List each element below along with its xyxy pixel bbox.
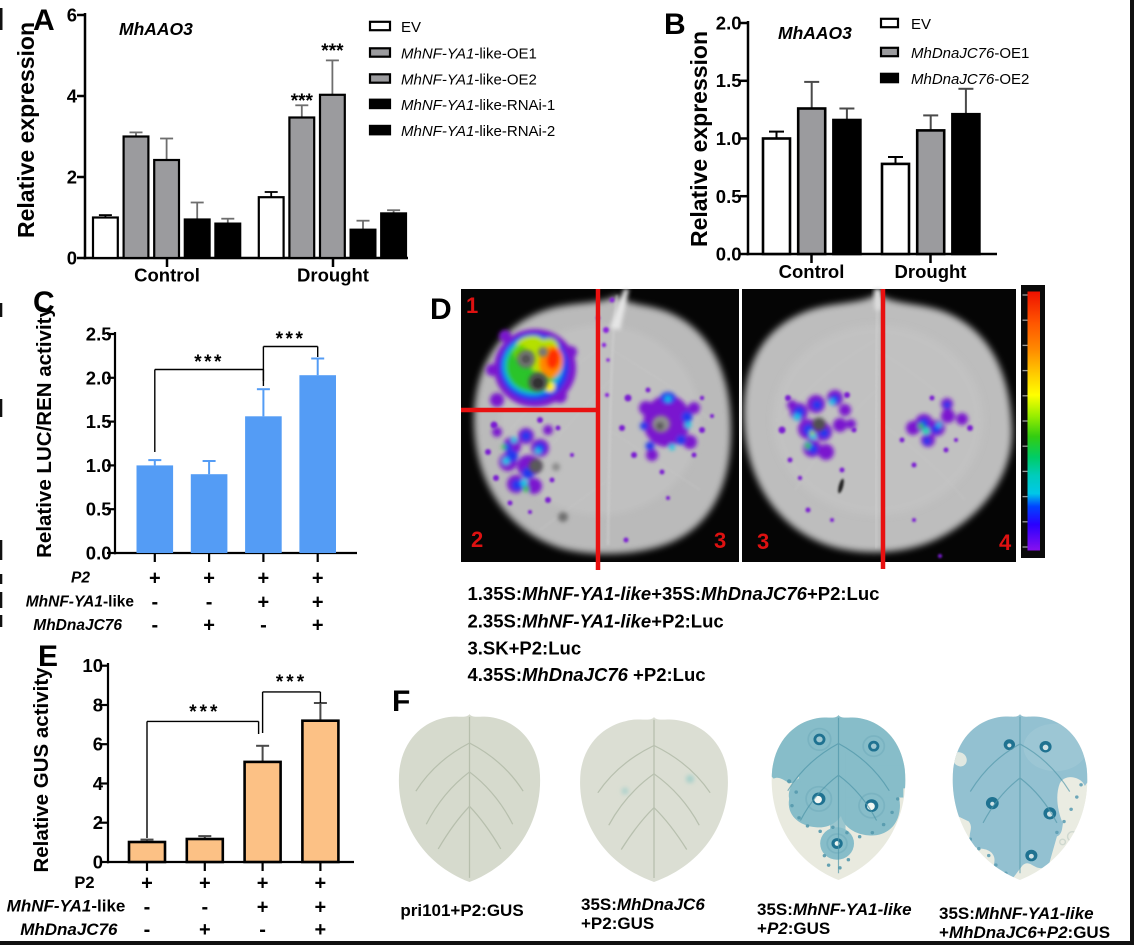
svg-text:MhNF-YA1-like-OE2: MhNF-YA1-like-OE2 (401, 72, 537, 89)
svg-text:+: + (312, 592, 324, 614)
svg-text:MhNF-YA1-like-RNAi-1: MhNF-YA1-like-RNAi-1 (401, 97, 555, 114)
svg-text:EV: EV (911, 16, 931, 33)
svg-text:+: + (315, 873, 327, 895)
svg-text:A: A (33, 4, 55, 37)
svg-text:***: *** (189, 702, 220, 723)
svg-text:MhDnaJC76: MhDnaJC76 (20, 920, 118, 939)
svg-text:+: + (312, 615, 324, 637)
svg-text:***: *** (194, 352, 224, 373)
svg-text:MhNF-YA1-like: MhNF-YA1-like (26, 594, 135, 611)
svg-text:Drought: Drought (895, 261, 967, 282)
svg-text:-: - (201, 897, 208, 919)
svg-text:10: 10 (82, 655, 103, 676)
svg-text:pri101+P2:GUS: pri101+P2:GUS (400, 901, 523, 920)
svg-text:0.5: 0.5 (86, 499, 112, 520)
svg-text:Relative GUS activity: Relative GUS activity (30, 667, 53, 873)
svg-text:-: - (144, 919, 151, 941)
svg-text:4: 4 (67, 86, 78, 107)
svg-text:-: - (144, 897, 151, 919)
svg-text:+MhDnaJC6+P2:GUS: +MhDnaJC6+P2:GUS (939, 923, 1110, 942)
svg-text:1: 1 (466, 293, 478, 318)
svg-text:MhAAO3: MhAAO3 (778, 23, 852, 43)
svg-text:+: + (203, 568, 215, 590)
svg-text:Relative expression: Relative expression (13, 22, 39, 238)
svg-text:MhNF-YA1-like: MhNF-YA1-like (7, 897, 126, 916)
svg-text:35S:MhNF-YA1-like: 35S:MhNF-YA1-like (757, 900, 912, 919)
svg-text:35S:MhDnaJC6: 35S:MhDnaJC6 (581, 895, 705, 914)
svg-text:Relative expression: Relative expression (686, 31, 712, 247)
svg-text:MhAAO3: MhAAO3 (119, 19, 193, 39)
svg-text:1.5: 1.5 (716, 70, 742, 91)
svg-text:2.5: 2.5 (86, 324, 112, 345)
svg-text:***: *** (276, 672, 307, 693)
svg-text:-: - (260, 615, 267, 637)
svg-text:+: + (149, 568, 161, 590)
svg-text:E: E (38, 640, 58, 673)
svg-text:4.35S:MhDnaJC76 +P2:Luc: 4.35S:MhDnaJC76 +P2:Luc (468, 664, 706, 685)
svg-text:3: 3 (757, 529, 769, 554)
svg-text:Control: Control (779, 261, 845, 282)
svg-text:2.0: 2.0 (716, 13, 742, 34)
svg-text:Relative LUC/REN activity: Relative LUC/REN activity (33, 306, 56, 558)
svg-text:2: 2 (93, 812, 103, 833)
svg-text:+: + (199, 873, 211, 895)
svg-text:-: - (206, 592, 213, 614)
svg-text:P2: P2 (74, 874, 94, 892)
svg-text:MhNF-YA1-like-OE1: MhNF-YA1-like-OE1 (401, 46, 537, 63)
svg-text:+: + (312, 568, 324, 590)
svg-text:MhDnaJC76-OE1: MhDnaJC76-OE1 (911, 45, 1029, 62)
svg-text:+: + (315, 897, 327, 919)
svg-text:6: 6 (67, 5, 77, 26)
svg-text:0.5: 0.5 (716, 186, 742, 207)
svg-text:2: 2 (471, 527, 483, 552)
svg-text:***: *** (276, 329, 306, 350)
svg-text:3.SK+P2:Luc: 3.SK+P2:Luc (468, 638, 582, 659)
svg-text:+: + (141, 873, 153, 895)
svg-text:35S:MhNF-YA1-like: 35S:MhNF-YA1-like (939, 904, 1094, 923)
svg-text:0: 0 (67, 248, 77, 269)
svg-text:MhDnaJC76-OE2: MhDnaJC76-OE2 (911, 71, 1029, 88)
svg-text:2.35S:MhNF-YA1-like+P2:Luc: 2.35S:MhNF-YA1-like+P2:Luc (468, 611, 724, 632)
svg-text:+: + (199, 919, 211, 941)
svg-text:Drought: Drought (297, 265, 369, 286)
svg-text:4: 4 (93, 773, 104, 794)
svg-text:6: 6 (93, 734, 103, 755)
svg-text:+: + (258, 568, 270, 590)
svg-text:1.35S:MhNF-YA1-like+35S:MhDnaJ: 1.35S:MhNF-YA1-like+35S:MhDnaJC76+P2:Luc (468, 583, 880, 604)
svg-text:D: D (430, 293, 452, 326)
svg-text:MhNF-YA1-like-RNAi-2: MhNF-YA1-like-RNAi-2 (401, 123, 555, 140)
svg-text:4: 4 (999, 530, 1012, 555)
svg-text:+P2:GUS: +P2:GUS (581, 914, 654, 933)
svg-text:Control: Control (134, 265, 200, 286)
svg-text:***: *** (291, 91, 314, 112)
svg-text:P2: P2 (71, 570, 90, 587)
svg-text:2: 2 (67, 167, 77, 188)
svg-text:-: - (151, 615, 158, 637)
svg-text:+P2:GUS: +P2:GUS (757, 919, 830, 938)
svg-text:1.5: 1.5 (86, 411, 112, 432)
svg-text:8: 8 (93, 695, 103, 716)
svg-text:+: + (257, 873, 269, 895)
svg-text:+: + (258, 592, 270, 614)
svg-text:+: + (203, 615, 215, 637)
svg-text:-: - (151, 592, 158, 614)
svg-text:3: 3 (714, 528, 726, 553)
svg-text:+: + (257, 897, 269, 919)
svg-text:+: + (315, 919, 327, 941)
svg-text:MhDnaJC76: MhDnaJC76 (33, 617, 122, 634)
svg-text:EV: EV (401, 19, 421, 36)
svg-text:1.0: 1.0 (86, 455, 112, 476)
svg-text:1.0: 1.0 (716, 128, 742, 149)
svg-text:C: C (33, 286, 55, 319)
svg-text:2.0: 2.0 (86, 367, 112, 388)
svg-text:-: - (259, 919, 266, 941)
svg-text:0.0: 0.0 (716, 244, 742, 265)
svg-text:F: F (392, 685, 410, 718)
svg-text:B: B (664, 8, 686, 41)
svg-text:0: 0 (93, 852, 103, 873)
svg-text:***: *** (321, 41, 344, 62)
svg-text:0.0: 0.0 (86, 543, 112, 564)
